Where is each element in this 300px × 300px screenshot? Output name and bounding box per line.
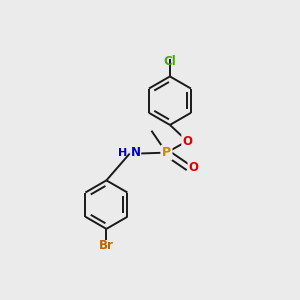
Text: N: N — [131, 146, 141, 159]
Text: Cl: Cl — [164, 55, 176, 68]
Text: P: P — [162, 146, 171, 159]
Text: O: O — [182, 135, 192, 148]
Text: Br: Br — [99, 238, 114, 252]
Text: O: O — [188, 161, 199, 174]
Text: H: H — [118, 148, 127, 158]
